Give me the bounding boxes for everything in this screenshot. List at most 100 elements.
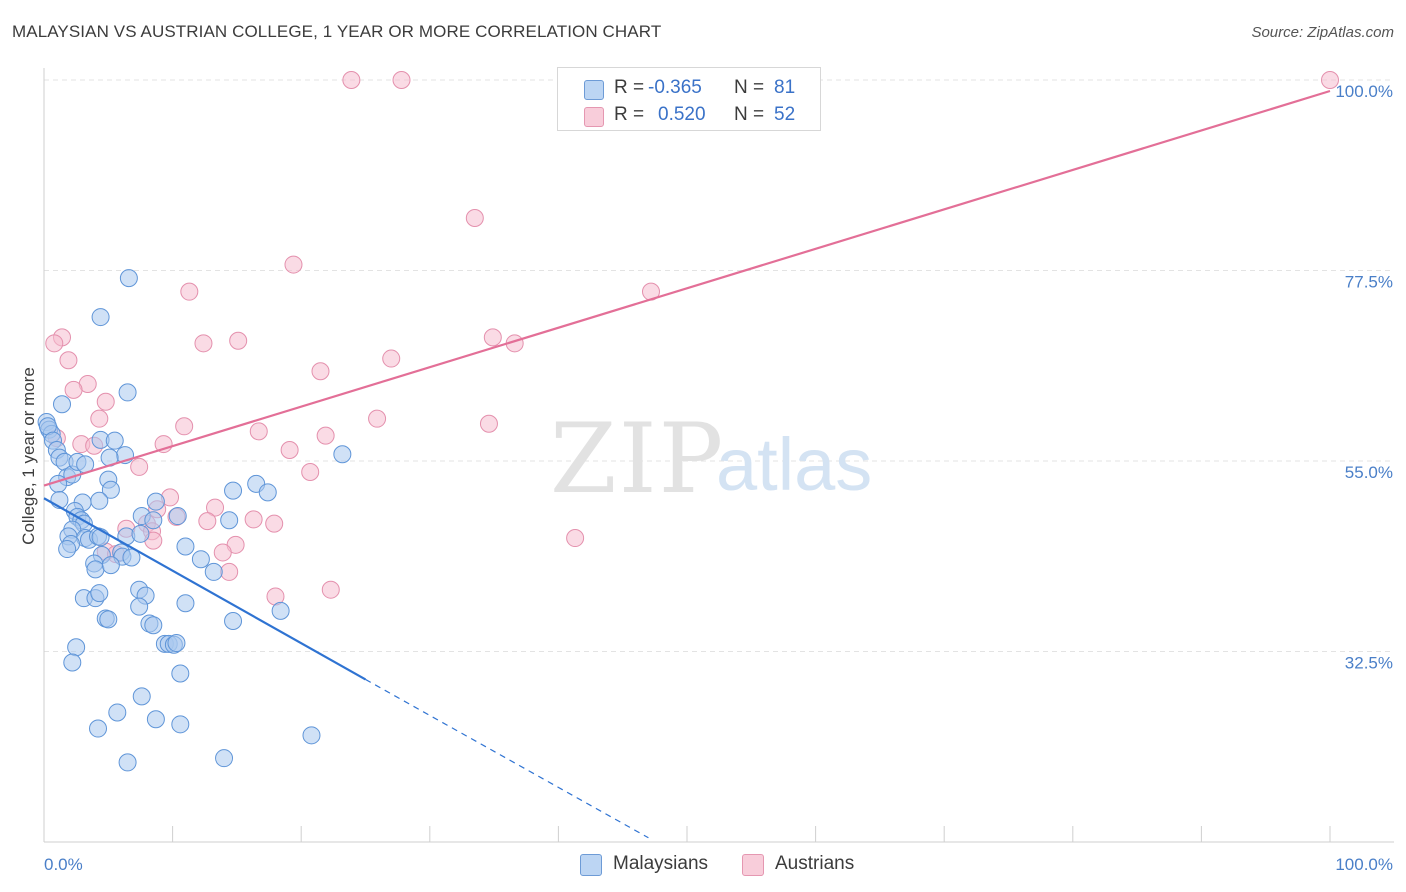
- malaysian-point: [258, 483, 277, 502]
- malaysian-point: [224, 612, 243, 631]
- tick-labels: 32.5% 55.0% 77.5% 100.0% 0.0% 100.0%: [44, 82, 1393, 874]
- malaysian-point: [204, 562, 223, 581]
- gridlines: [44, 79, 1394, 652]
- malaysian-point: [53, 395, 72, 414]
- austrian-point: [206, 498, 225, 517]
- legend-r-label: R =: [614, 77, 645, 98]
- malaysian-point: [224, 481, 243, 500]
- austrian-point: [311, 362, 330, 381]
- legend-swatch-malaysians: [584, 80, 604, 100]
- legend-n-value: 81: [774, 77, 796, 98]
- malaysian-point: [118, 753, 137, 772]
- malaysian-point: [90, 491, 109, 510]
- malaysian-point: [146, 710, 165, 729]
- austrian-point: [220, 562, 239, 581]
- austrian-points: [45, 71, 1339, 606]
- malaysian-points: [37, 269, 352, 772]
- source-label: Source: ZipAtlas.com: [1251, 24, 1394, 41]
- malaysian-point: [132, 687, 151, 706]
- austrian-point: [90, 409, 109, 428]
- watermark: ZIP atlas: [550, 403, 872, 515]
- malaysian-point: [271, 601, 290, 620]
- malaysian-point: [144, 511, 163, 530]
- austrian-point: [342, 71, 361, 89]
- malaysian-point: [131, 524, 150, 543]
- austrian-point: [180, 282, 199, 301]
- malaysian-point: [333, 445, 352, 464]
- austrian-point: [96, 392, 115, 411]
- legend-r-value: -0.365: [648, 77, 702, 98]
- austrian-point: [229, 331, 248, 350]
- bottom-swatch-malaysians: [580, 854, 602, 876]
- malaysian-point: [101, 556, 120, 575]
- legend-swatch-austrians: [584, 107, 604, 127]
- x-tick-label: 100.0%: [1335, 855, 1393, 874]
- y-tick-label: 55.0%: [1345, 463, 1393, 482]
- austrian-point: [368, 409, 387, 428]
- austrian-point: [382, 349, 401, 368]
- malaysian-point: [171, 664, 190, 683]
- malaysian-point: [67, 638, 86, 657]
- malaysian-point: [167, 634, 186, 653]
- austrian-point: [321, 580, 340, 599]
- axes: [43, 68, 1394, 843]
- malaysian-trend-extension: [365, 678, 649, 839]
- austrian-point: [316, 426, 335, 445]
- austrian-trend-line: [43, 89, 1331, 487]
- y-tick-label: 100.0%: [1335, 82, 1393, 101]
- y-axis-label: College, 1 year or more: [19, 367, 38, 545]
- legend-n-label: N =: [734, 77, 765, 98]
- austrian-point: [1321, 71, 1339, 89]
- austrian-point: [244, 510, 263, 529]
- malaysian-point: [99, 610, 118, 629]
- malaysian-point: [105, 431, 124, 450]
- malaysian-point: [144, 616, 163, 635]
- austrian-point: [249, 422, 268, 441]
- austrian-point: [59, 351, 78, 370]
- malaysian-point: [101, 480, 120, 499]
- malaysian-point: [63, 653, 82, 672]
- malaysian-point: [191, 550, 210, 569]
- legend-n-label: N =: [734, 104, 765, 125]
- austrian-point: [175, 417, 194, 436]
- malaysian-point: [119, 269, 138, 288]
- bottom-swatch-austrians: [742, 854, 764, 876]
- malaysian-point: [171, 715, 190, 734]
- austrian-point: [566, 529, 585, 548]
- legend-n-value: 52: [774, 104, 796, 125]
- malaysian-trend-line: [43, 497, 367, 681]
- austrian-point: [194, 334, 213, 353]
- x-tick-label: 0.0%: [44, 855, 83, 874]
- malaysian-point: [176, 594, 195, 613]
- y-tick-label: 77.5%: [1345, 273, 1393, 292]
- bottom-legend-label: Malaysians: [613, 853, 709, 874]
- malaysian-point: [118, 383, 137, 402]
- austrian-point: [483, 328, 502, 347]
- austrian-point: [45, 334, 64, 353]
- malaysian-point: [91, 308, 110, 327]
- legend-r-value: 0.520: [658, 104, 706, 125]
- watermark-atlas: atlas: [716, 423, 872, 506]
- austrian-point: [392, 71, 411, 89]
- malaysian-point: [122, 548, 141, 567]
- austrian-point: [64, 380, 83, 399]
- austrian-point: [301, 463, 320, 482]
- malaysian-point: [89, 719, 108, 738]
- legend-r-label: R =: [614, 104, 645, 125]
- chart-title: MALAYSIAN VS AUSTRIAN COLLEGE, 1 YEAR OR…: [12, 22, 662, 41]
- malaysian-point: [176, 537, 195, 556]
- malaysian-point: [168, 507, 187, 526]
- y-tick-label: 32.5%: [1345, 654, 1393, 673]
- austrian-point: [465, 209, 484, 228]
- bottom-legend-label: Austrians: [775, 853, 855, 874]
- austrian-point: [130, 457, 149, 476]
- austrian-point: [265, 514, 284, 533]
- malaysian-point: [215, 749, 234, 768]
- malaysian-point: [220, 511, 239, 530]
- austrian-point: [280, 440, 299, 459]
- malaysian-point: [108, 703, 127, 722]
- malaysian-point: [58, 540, 77, 559]
- trend-lines: [43, 89, 1331, 839]
- watermark-zip: ZIP: [550, 403, 725, 515]
